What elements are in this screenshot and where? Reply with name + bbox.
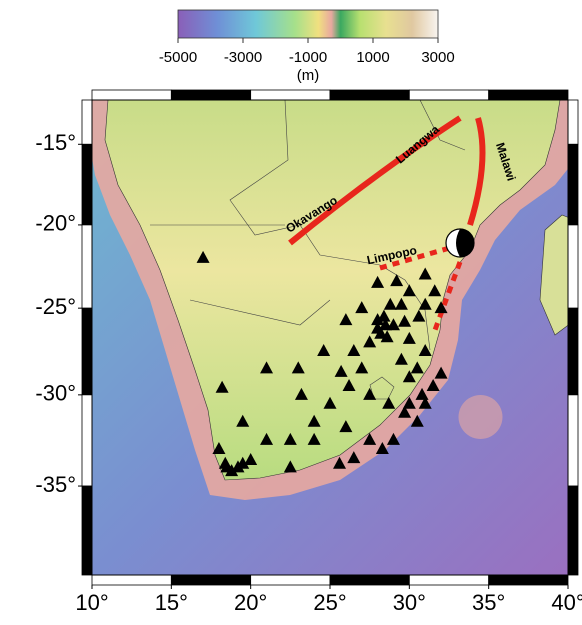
frame-bar xyxy=(82,308,92,395)
frame-bar xyxy=(568,144,578,225)
frame-bar xyxy=(330,575,409,585)
frame-bar xyxy=(251,575,330,585)
lat-tick-label: -15° xyxy=(35,130,76,155)
frame-bar xyxy=(489,575,568,585)
frame-bar xyxy=(82,100,92,144)
frame-bar xyxy=(82,395,92,486)
frame-bar xyxy=(92,575,171,585)
lon-tick-label: 30° xyxy=(393,590,426,615)
lat-tick-label: -30° xyxy=(35,381,76,406)
frame-bar xyxy=(568,486,578,575)
frame-bar xyxy=(330,90,409,100)
frame-bar xyxy=(82,225,92,308)
lat-tick-label: -35° xyxy=(35,472,76,497)
lat-tick-label: -20° xyxy=(35,211,76,236)
colorbar-tick-label: 3000 xyxy=(421,49,454,66)
colorbar xyxy=(178,10,438,38)
frame-bar xyxy=(568,225,578,308)
lon-tick-label: 40° xyxy=(551,590,582,615)
colorbar-unit: (m) xyxy=(297,67,320,84)
frame-bar xyxy=(82,144,92,225)
frame-bar xyxy=(171,90,250,100)
frame-bar xyxy=(409,575,488,585)
frame-bar xyxy=(92,90,171,100)
lat-tick-label: -25° xyxy=(35,294,76,319)
colorbar-tick-label: -3000 xyxy=(224,49,262,66)
lon-tick-label: 25° xyxy=(313,590,346,615)
frame-bar xyxy=(568,100,578,144)
colorbar-tick-label: -5000 xyxy=(159,49,197,66)
lon-tick-label: 10° xyxy=(75,590,108,615)
frame-bar xyxy=(568,395,578,486)
frame-bar xyxy=(489,90,568,100)
figure: (m) Okavango Luangwa Malawi Limpopo -500… xyxy=(0,0,582,620)
lon-tick-label: 20° xyxy=(234,590,267,615)
frame-bar xyxy=(171,575,250,585)
colorbar-tick-label: -1000 xyxy=(289,49,327,66)
frame-bar xyxy=(82,486,92,575)
colorbar-tick-label: 1000 xyxy=(356,49,389,66)
lon-tick-label: 15° xyxy=(155,590,188,615)
lon-tick-label: 35° xyxy=(472,590,505,615)
frame-bar xyxy=(251,90,330,100)
frame-bar xyxy=(409,90,488,100)
frame-bar xyxy=(568,308,578,395)
